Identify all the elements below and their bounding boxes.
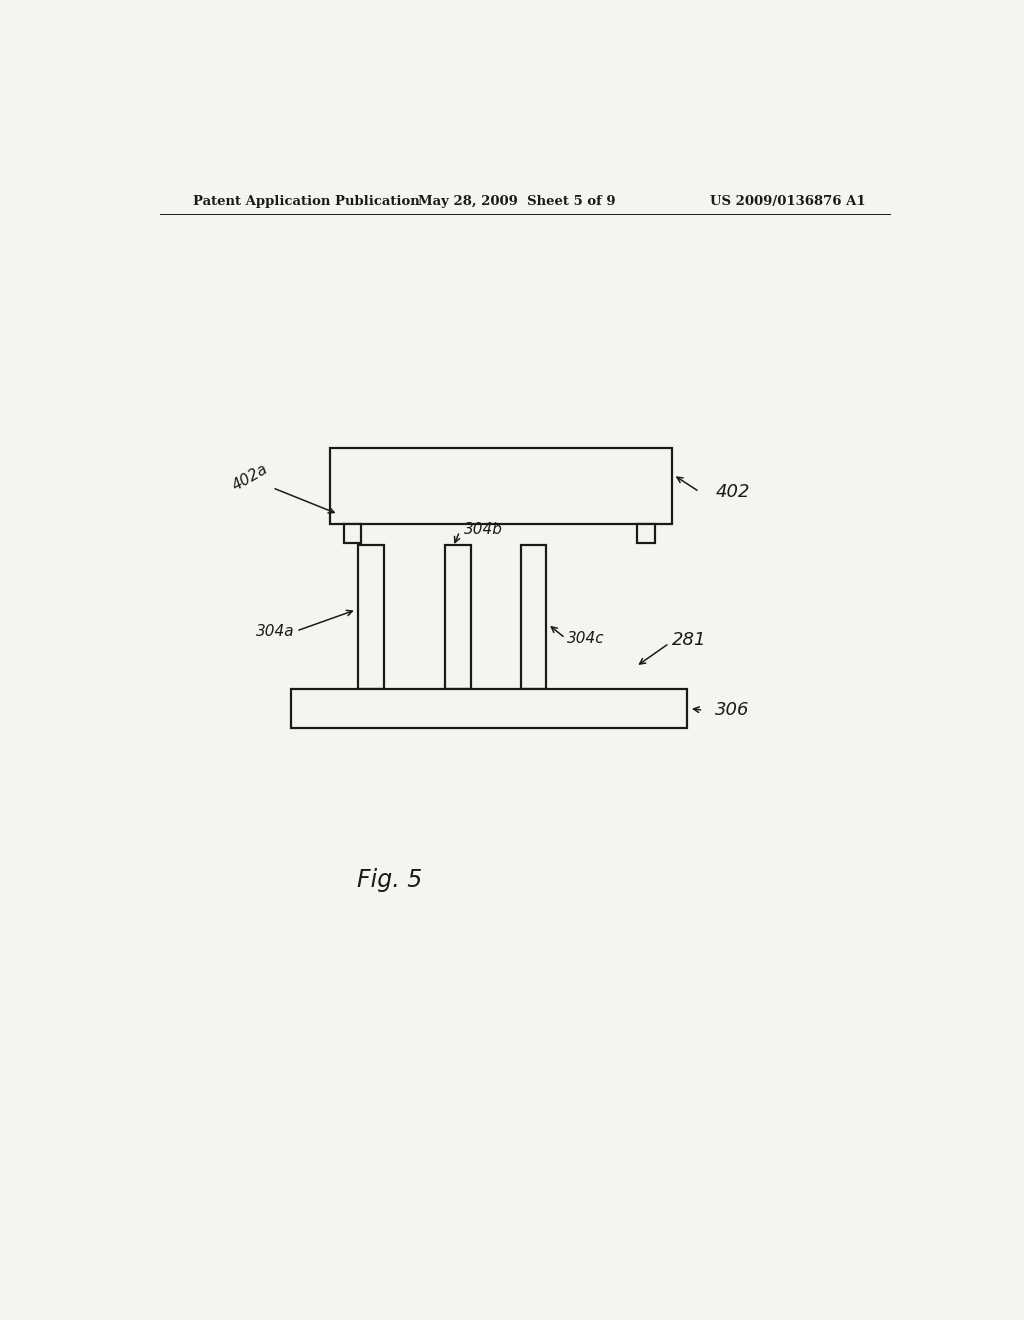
Text: 304c: 304c bbox=[567, 631, 604, 645]
Text: Fig. 5: Fig. 5 bbox=[357, 869, 423, 892]
Text: 402a: 402a bbox=[230, 462, 270, 494]
Text: Patent Application Publication: Patent Application Publication bbox=[194, 194, 420, 207]
Bar bbox=[344, 524, 361, 543]
Text: 402: 402 bbox=[715, 483, 750, 500]
Bar bbox=[331, 447, 672, 524]
Text: 304a: 304a bbox=[256, 623, 295, 639]
Bar bbox=[358, 545, 384, 689]
Bar bbox=[291, 689, 687, 727]
Text: 304b: 304b bbox=[464, 521, 503, 537]
Text: May 28, 2009  Sheet 5 of 9: May 28, 2009 Sheet 5 of 9 bbox=[418, 194, 615, 207]
Text: 306: 306 bbox=[715, 701, 750, 719]
Bar bbox=[521, 545, 546, 689]
Text: 281: 281 bbox=[672, 631, 707, 649]
Bar bbox=[445, 545, 471, 689]
Bar bbox=[638, 524, 655, 543]
Text: US 2009/0136876 A1: US 2009/0136876 A1 bbox=[711, 194, 866, 207]
